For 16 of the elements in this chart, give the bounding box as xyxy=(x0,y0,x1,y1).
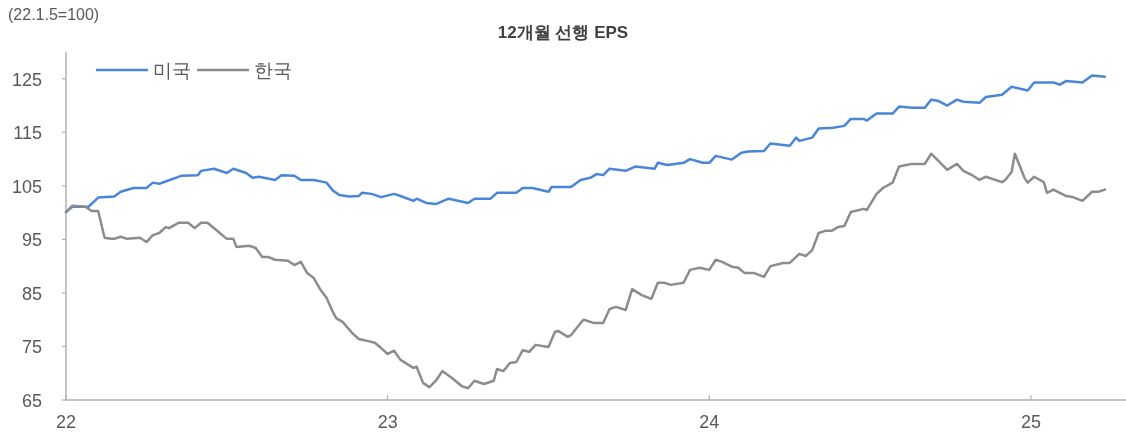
x-tick-label: 22 xyxy=(55,412,77,432)
y-tick-label: 115 xyxy=(13,123,42,144)
x-tick-label: 24 xyxy=(699,412,720,432)
y-tick-label: 75 xyxy=(21,337,42,358)
chart-title: 12개월 선행 EPS xyxy=(497,23,629,42)
y-tick-label: 125 xyxy=(11,69,42,90)
legend-label: 미국 xyxy=(153,60,191,81)
y-tick-label: 95 xyxy=(21,230,42,251)
x-tick-label: 23 xyxy=(377,412,398,432)
legend-label: 한국 xyxy=(254,60,292,81)
y-tick-label: 65 xyxy=(21,391,42,411)
text: (22.1.5=100) xyxy=(8,6,100,23)
x-tick-label: 25 xyxy=(1020,412,1041,432)
y-tick-label: 85 xyxy=(21,283,42,304)
line-series xyxy=(64,152,1107,390)
y-tick-label: 105 xyxy=(11,176,42,197)
